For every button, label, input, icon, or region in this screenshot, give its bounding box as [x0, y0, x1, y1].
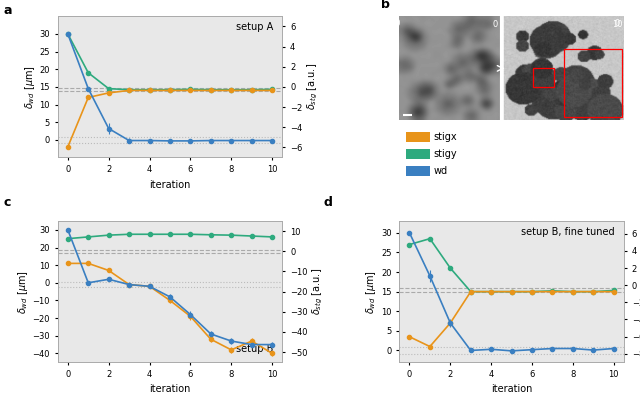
Y-axis label: $\delta_{wd}$ [$\mu$m]: $\delta_{wd}$ [$\mu$m]: [22, 65, 36, 109]
Text: setup B, fine tuned: setup B, fine tuned: [522, 227, 615, 237]
Text: setup A: setup A: [236, 22, 273, 32]
Text: 0: 0: [492, 20, 498, 29]
Y-axis label: $\delta_{wd}$ [$\mu$m]: $\delta_{wd}$ [$\mu$m]: [15, 270, 29, 313]
Bar: [533, 68, 554, 88]
X-axis label: iteration: iteration: [491, 385, 532, 394]
Text: 10: 10: [390, 20, 400, 28]
X-axis label: iteration: iteration: [149, 179, 191, 190]
Y-axis label: $\delta_{stg}$ [a.u.]: $\delta_{stg}$ [a.u.]: [305, 63, 319, 110]
Text: b: b: [381, 0, 390, 11]
Text: setup B: setup B: [236, 344, 273, 354]
Text: stigx: stigx: [434, 132, 458, 142]
Text: stigy: stigy: [434, 149, 458, 159]
Text: wd: wd: [434, 166, 448, 176]
Text: 0: 0: [614, 20, 620, 28]
Bar: [564, 49, 621, 116]
Text: 10: 10: [612, 20, 623, 29]
Y-axis label: $\delta_{wd}$ [$\mu$m]: $\delta_{wd}$ [$\mu$m]: [364, 270, 378, 313]
Text: d: d: [323, 195, 332, 208]
Text: a: a: [3, 4, 12, 17]
Text: c: c: [3, 195, 11, 208]
Y-axis label: $\delta_{stg}$ [a.u.]: $\delta_{stg}$ [a.u.]: [310, 268, 325, 315]
X-axis label: iteration: iteration: [149, 385, 191, 394]
